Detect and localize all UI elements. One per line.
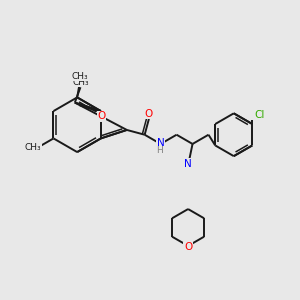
- Text: H: H: [156, 146, 163, 155]
- Text: Cl: Cl: [254, 110, 265, 120]
- Text: CH₃: CH₃: [25, 143, 41, 152]
- Text: N: N: [184, 159, 192, 169]
- Text: O: O: [184, 242, 192, 252]
- Text: O: O: [145, 109, 153, 118]
- Text: CH₃: CH₃: [73, 78, 89, 87]
- Text: CH₃: CH₃: [71, 72, 88, 81]
- Text: N: N: [157, 138, 164, 148]
- Text: O: O: [97, 111, 106, 121]
